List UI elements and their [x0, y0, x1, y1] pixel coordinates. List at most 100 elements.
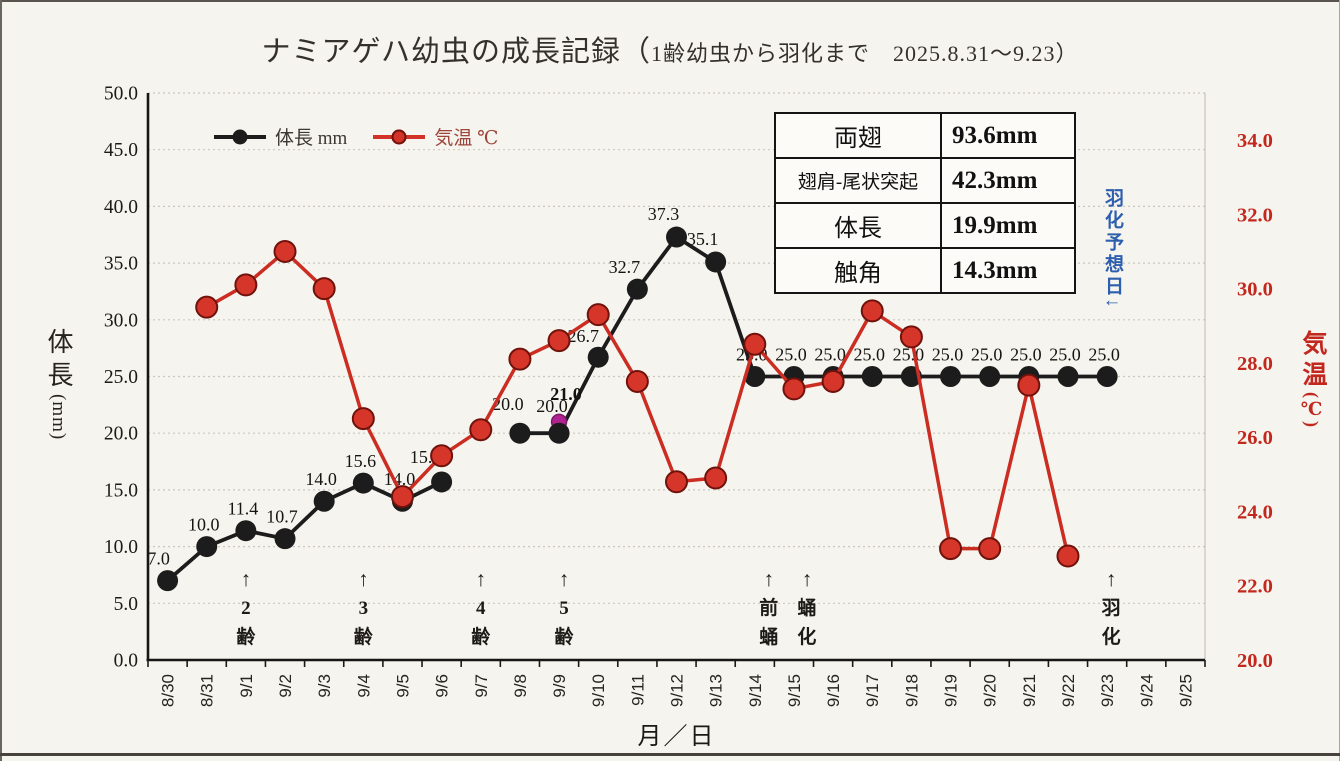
- y-right-tick-label: 34.0: [1237, 130, 1273, 152]
- x-tick-label: 8/30: [159, 674, 178, 707]
- temperature-point: [625, 369, 649, 393]
- stage-annotation-char: 蛹: [759, 627, 779, 648]
- chart-title: ナミアゲハ幼虫の成長記録（1齢幼虫から羽化まで 2025.8.31～9.23）: [0, 28, 1340, 70]
- chart-title-main: ナミアゲハ幼虫の成長記録（: [261, 36, 651, 68]
- x-tick-label: 9/8: [511, 674, 530, 698]
- temperature-point: [234, 273, 258, 297]
- legend-label-temperature: 気温 ℃: [434, 128, 499, 149]
- y-left-tick-label: 0.0: [114, 651, 138, 672]
- body-length-point: [940, 366, 962, 387]
- body-length-point: [666, 226, 687, 248]
- temperature-marker-icon: [373, 129, 426, 144]
- stage-annotation-char: 齢: [471, 627, 491, 648]
- y-right-axis-unit: (℃): [1302, 392, 1322, 428]
- stage-annotation-char: 化: [1101, 627, 1121, 648]
- temperature-point: [704, 466, 728, 490]
- stage-annotation-char: 3: [358, 598, 369, 619]
- body-length-point-label: 25.0: [1049, 345, 1081, 365]
- body-length-point-label: 20.0: [536, 396, 568, 416]
- body-length-point-label: 10.7: [266, 507, 298, 527]
- stage-annotation-char: 羽: [1101, 598, 1121, 619]
- measurement-label: 体長: [774, 202, 942, 249]
- y-right-tick-label: 22.0: [1237, 576, 1273, 598]
- stage-annotation-char: 蛹: [797, 598, 817, 619]
- y-right-tick-label: 20.0: [1237, 650, 1273, 672]
- body-length-point-label: 35.1: [687, 229, 719, 249]
- stage-annotation-char: 2: [241, 598, 251, 619]
- measurement-value: 14.3mm: [940, 247, 1076, 294]
- body-length-point: [274, 528, 296, 550]
- temperature-point: [665, 470, 688, 494]
- body-length-point: [979, 366, 1001, 387]
- x-tick-label: 9/18: [902, 674, 921, 707]
- x-tick-label: 9/20: [981, 674, 1000, 707]
- temperature-point: [351, 407, 375, 431]
- stage-annotation: ↑ 蛹化: [791, 564, 823, 652]
- x-tick-label: 9/15: [785, 674, 804, 707]
- temperature-point: [939, 537, 963, 561]
- chart-title-sub: 1齢幼虫から羽化まで 2025.8.31～9.23）: [650, 41, 1079, 66]
- body-length-point-label: 25.0: [853, 345, 885, 365]
- stage-annotation-char: 4: [476, 598, 486, 619]
- x-tick-label: 9/17: [863, 674, 882, 707]
- y-left-tick-label: 25.0: [104, 367, 138, 388]
- stage-annotation-char: 5: [559, 598, 569, 619]
- y-left-axis-title: 体長(mm): [40, 328, 77, 440]
- up-arrow-icon: ↑: [240, 567, 252, 591]
- stage-annotation: ↑ 3 齢: [347, 564, 379, 652]
- temperature-point: [430, 444, 454, 468]
- body-length-point-label: 25.0: [932, 345, 964, 365]
- temperature-point: [1056, 544, 1080, 568]
- y-left-tick-label: 15.0: [104, 480, 138, 501]
- y-left-tick-label: 30.0: [104, 310, 138, 331]
- body-length-point-label: 20.0: [492, 394, 524, 414]
- up-arrow-icon: ↑: [801, 567, 813, 591]
- stage-annotation: ↑ 5 齢: [548, 564, 580, 652]
- stage-annotation: ↑ 前蛹: [753, 564, 785, 652]
- stage-annotation-char: 齢: [236, 627, 256, 648]
- up-arrow-icon: ↑: [763, 567, 775, 591]
- legend-item-temperature: 気温 ℃: [373, 123, 498, 150]
- body-length-point-label: 7.0: [147, 549, 170, 569]
- x-tick-label: 8/31: [198, 674, 217, 707]
- x-tick-label: 9/12: [668, 674, 687, 707]
- table-row: 翅肩-尾状突起 42.3mm: [774, 157, 1076, 204]
- x-tick-label: 9/4: [354, 674, 373, 698]
- measurement-value: 19.9mm: [940, 202, 1076, 249]
- x-tick-label: 9/16: [824, 674, 843, 707]
- body-length-point-label: 26.7: [567, 326, 599, 346]
- x-axis-title: 月／日: [637, 724, 716, 750]
- temperature-point: [860, 299, 884, 323]
- stage-annotation: ↑ 羽化: [1095, 564, 1127, 652]
- y-left-tick-label: 40.0: [104, 197, 138, 218]
- body-length-point: [744, 366, 766, 387]
- temperature-point: [821, 369, 845, 393]
- stage-annotation-char: 前: [759, 598, 779, 619]
- x-tick-label: 9/10: [589, 674, 608, 707]
- body-length-point-label: 25.0: [1088, 345, 1120, 365]
- temperature-point: [273, 239, 297, 263]
- eclosion-forecast-note: 羽化予想日↓: [1102, 188, 1123, 311]
- stage-annotation-char: 齢: [353, 627, 373, 648]
- x-tick-label: 9/21: [1020, 674, 1039, 707]
- y-right-axis-title: 気温(℃): [1294, 330, 1330, 428]
- x-tick-label: 9/19: [942, 674, 961, 707]
- chart-legend: 体長 mm 気温 ℃: [214, 123, 498, 150]
- body-length-point: [431, 471, 453, 493]
- measurement-label: 触角: [774, 247, 942, 294]
- y-left-tick-label: 5.0: [114, 594, 138, 615]
- temperature-point: [586, 303, 610, 327]
- stage-annotation-char: 化: [797, 627, 817, 648]
- x-tick-label: 9/25: [1176, 674, 1195, 707]
- measurement-value: 93.6mm: [940, 112, 1076, 159]
- y-left-tick-label: 50.0: [104, 84, 138, 105]
- up-arrow-icon: ↑: [558, 567, 570, 591]
- y-left-tick-label: 20.0: [104, 424, 138, 445]
- y-left-tick-label: 10.0: [104, 537, 138, 558]
- y-right-tick-label: 28.0: [1237, 353, 1273, 375]
- up-arrow-icon: ↑: [475, 567, 487, 591]
- body-length-point: [313, 490, 335, 512]
- body-length-point: [1096, 366, 1118, 387]
- temperature-point: [899, 325, 923, 349]
- measurement-value: 42.3mm: [940, 157, 1076, 204]
